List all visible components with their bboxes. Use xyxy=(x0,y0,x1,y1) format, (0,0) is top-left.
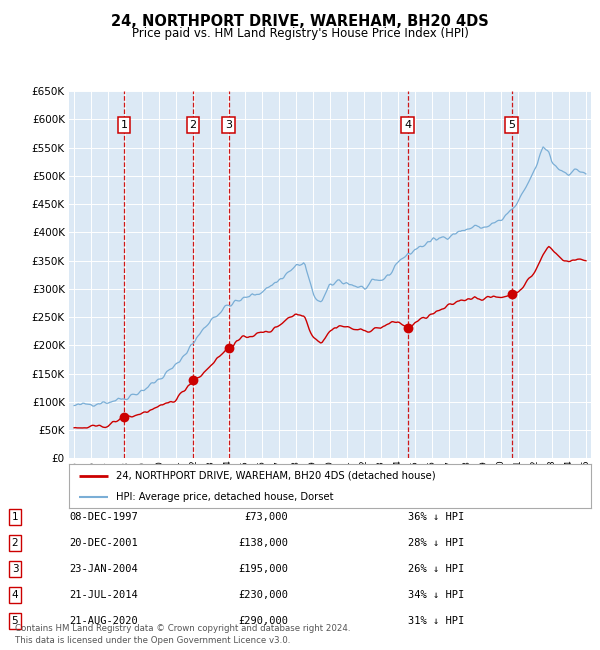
Text: £73,000: £73,000 xyxy=(244,512,288,522)
Text: 08-DEC-1997: 08-DEC-1997 xyxy=(69,512,138,522)
Text: 28% ↓ HPI: 28% ↓ HPI xyxy=(408,538,464,548)
Text: 36% ↓ HPI: 36% ↓ HPI xyxy=(408,512,464,522)
Text: 2: 2 xyxy=(189,120,196,130)
Text: 4: 4 xyxy=(404,120,411,130)
Text: 23-JAN-2004: 23-JAN-2004 xyxy=(69,564,138,574)
Text: 21-AUG-2020: 21-AUG-2020 xyxy=(69,616,138,626)
Text: HPI: Average price, detached house, Dorset: HPI: Average price, detached house, Dors… xyxy=(116,492,334,502)
Text: 21-JUL-2014: 21-JUL-2014 xyxy=(69,590,138,600)
Text: 5: 5 xyxy=(508,120,515,130)
Point xyxy=(403,323,412,333)
Text: 2: 2 xyxy=(11,538,19,548)
Text: 24, NORTHPORT DRIVE, WAREHAM, BH20 4DS: 24, NORTHPORT DRIVE, WAREHAM, BH20 4DS xyxy=(111,14,489,29)
Text: Contains HM Land Registry data © Crown copyright and database right 2024.
This d: Contains HM Land Registry data © Crown c… xyxy=(15,624,350,645)
Text: 5: 5 xyxy=(11,616,19,626)
Point xyxy=(119,412,129,423)
Text: £290,000: £290,000 xyxy=(238,616,288,626)
Text: 24, NORTHPORT DRIVE, WAREHAM, BH20 4DS (detached house): 24, NORTHPORT DRIVE, WAREHAM, BH20 4DS (… xyxy=(116,471,436,480)
Text: 26% ↓ HPI: 26% ↓ HPI xyxy=(408,564,464,574)
Point xyxy=(188,375,197,385)
Text: Price paid vs. HM Land Registry's House Price Index (HPI): Price paid vs. HM Land Registry's House … xyxy=(131,27,469,40)
Point xyxy=(224,343,233,354)
Text: 4: 4 xyxy=(11,590,19,600)
Text: £195,000: £195,000 xyxy=(238,564,288,574)
Text: 34% ↓ HPI: 34% ↓ HPI xyxy=(408,590,464,600)
Text: 1: 1 xyxy=(121,120,128,130)
Text: £138,000: £138,000 xyxy=(238,538,288,548)
Text: 20-DEC-2001: 20-DEC-2001 xyxy=(69,538,138,548)
Text: 31% ↓ HPI: 31% ↓ HPI xyxy=(408,616,464,626)
Text: 3: 3 xyxy=(11,564,19,574)
Text: £230,000: £230,000 xyxy=(238,590,288,600)
Point xyxy=(507,289,517,300)
Text: 3: 3 xyxy=(225,120,232,130)
Text: 1: 1 xyxy=(11,512,19,522)
